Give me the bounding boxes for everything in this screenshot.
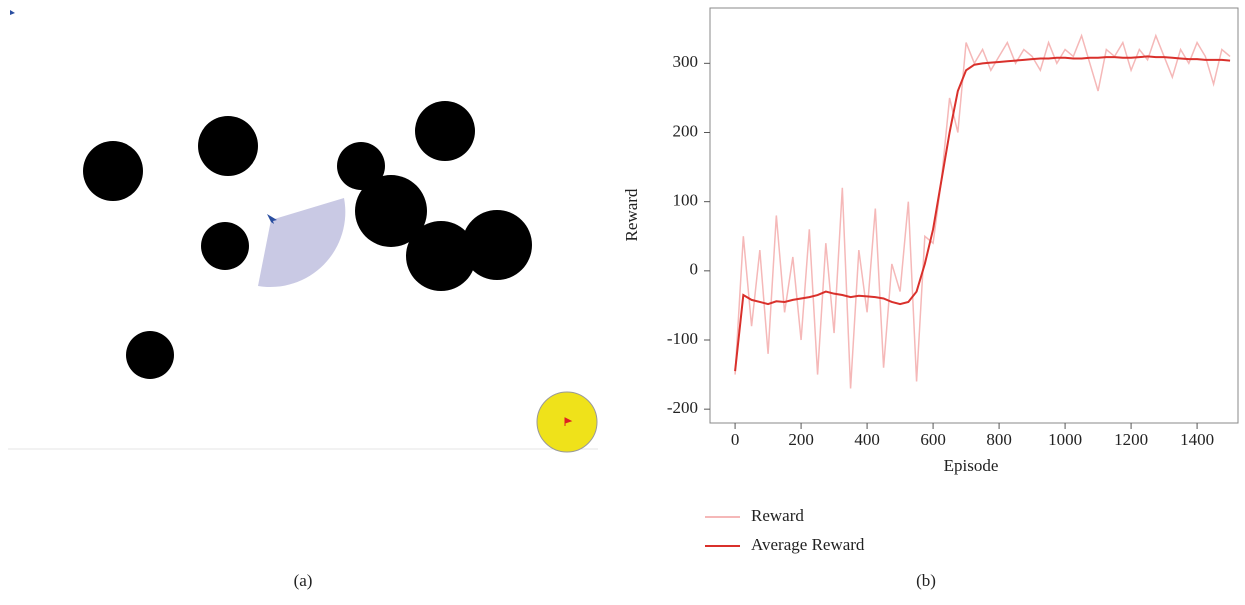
x-tick-label: 400 [854, 430, 880, 449]
y-tick-label: 0 [690, 260, 699, 279]
y-tick-label: 200 [673, 121, 699, 140]
panel-caption: (b) [916, 571, 936, 590]
legend-label: Reward [751, 506, 804, 525]
x-tick-label: 800 [986, 430, 1012, 449]
y-tick-label: -200 [667, 398, 698, 417]
y-tick-label: 300 [673, 52, 699, 71]
x-axis-label: Episode [944, 456, 999, 475]
y-tick-label: -100 [667, 329, 698, 348]
legend-label: Average Reward [751, 535, 865, 554]
series-line [735, 56, 1230, 371]
figure: (a) (b) Episode Reward 02004006008001000… [0, 0, 1245, 600]
x-tick-label: 0 [731, 430, 740, 449]
x-tick-label: 600 [920, 430, 946, 449]
sensor-sector [258, 198, 345, 287]
start-flag [10, 10, 15, 15]
x-tick-label: 1200 [1114, 430, 1148, 449]
x-tick-label: 1400 [1180, 430, 1214, 449]
x-tick-label: 1000 [1048, 430, 1082, 449]
x-tick-label: 200 [788, 430, 814, 449]
page: (a) (b) Episode Reward 02004006008001000… [0, 0, 1245, 605]
series-line [735, 36, 1230, 389]
plot-frame [710, 8, 1238, 423]
environment [8, 10, 598, 452]
y-tick-label: 100 [673, 191, 699, 210]
y-axis-label: Reward [622, 188, 641, 241]
panel-caption: (a) [294, 571, 313, 590]
